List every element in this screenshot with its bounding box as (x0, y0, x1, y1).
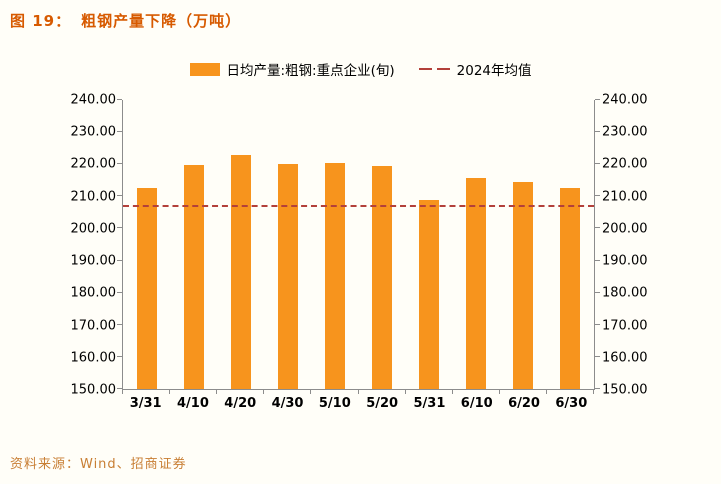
y-axis-tick (595, 195, 600, 197)
y-axis-tick (117, 259, 122, 261)
bar-4/20 (230, 154, 251, 389)
y-axis-tick-label: 160.00 (602, 350, 648, 366)
y-axis-tick-label: 170.00 (70, 318, 117, 334)
x-axis-label: 6/10 (460, 396, 493, 411)
chart-legend: 日均产量:粗钢:重点企业(旬) 2024年均值 (0, 59, 721, 79)
x-axis-label: 6/20 (508, 396, 540, 411)
y-axis-tick (595, 355, 600, 357)
x-axis-label: 4/10 (177, 396, 209, 411)
y-axis-tick (117, 195, 122, 197)
y-axis-tick-label: 240.00 (602, 92, 648, 108)
y-axis-tick (117, 323, 122, 325)
bars-layer (123, 100, 594, 389)
x-axis-label: 6/30 (555, 396, 588, 411)
x-axis-tick (404, 390, 406, 394)
y-axis-tick (595, 388, 600, 389)
y-axis-tick (117, 388, 122, 389)
y-axis-tick-label: 210.00 (70, 189, 117, 205)
bar-slot (217, 100, 264, 389)
x-axis-tick (122, 390, 123, 394)
x-axis-tick (545, 390, 547, 394)
y-axis-tick-label: 220.00 (70, 156, 117, 172)
figure-title-text: 粗钢产量下降（万吨） (81, 12, 242, 30)
y-axis-tick-label: 200.00 (602, 221, 648, 237)
y-axis-tick (117, 227, 122, 229)
x-axis-tick (310, 390, 312, 394)
y-axis-tick-label: 150.00 (70, 382, 117, 398)
y-axis-tick (117, 291, 122, 293)
x-axis-label: 5/31 (413, 396, 446, 411)
y-axis-tick-label: 180.00 (602, 285, 648, 301)
x-axis-tick (451, 390, 453, 394)
y-axis-tick-label: 160.00 (70, 350, 117, 366)
x-axis-label: 5/10 (318, 396, 351, 411)
y-axis-tick-label: 220.00 (602, 156, 648, 172)
bar-slot (358, 100, 405, 389)
y-axis-tick-label: 190.00 (70, 253, 117, 269)
plot-area (117, 99, 600, 394)
y-axis-tick (595, 227, 600, 229)
legend-item-average-line: 2024年均值 (418, 59, 532, 79)
y-axis-tick (117, 355, 122, 357)
bar-slot (123, 100, 170, 389)
bar-slot (311, 100, 358, 389)
y-axis-tick-label: 190.00 (602, 253, 648, 269)
legend-bar-label: 日均产量:粗钢:重点企业(旬) (226, 63, 395, 79)
y-axis-tick-label: 230.00 (70, 124, 117, 140)
y-axis-tick (595, 259, 600, 261)
bar-6/30 (560, 187, 581, 389)
y-axis-tick (595, 163, 600, 165)
bar-slot (453, 100, 500, 389)
x-axis-tick (216, 390, 218, 394)
x-axis-tick (498, 390, 500, 394)
x-axis-label: 4/30 (271, 396, 304, 411)
legend-line-label: 2024年均值 (456, 63, 532, 79)
x-axis-label: 4/20 (224, 396, 257, 411)
y-axis-left: 150.00 160.00 170.00 180.00 190.00 200.00 210.… (58, 94, 117, 397)
y-axis-tick-label: 200.00 (70, 221, 117, 237)
y-axis-tick-label: 210.00 (602, 189, 648, 205)
x-axis-tick (263, 390, 265, 394)
x-axis-labels: 3/31 4/10 4/20 4/30 5/10 5/20 5/31 6/10 6/20 6/30 (122, 396, 595, 411)
y-axis-tick (595, 291, 600, 293)
average-line (123, 204, 594, 207)
x-axis-label: 5/20 (366, 396, 399, 411)
y-axis-tick-label: 230.00 (602, 124, 648, 140)
y-axis-tick (595, 131, 600, 133)
y-axis-tick (117, 131, 122, 133)
bar-slot (264, 100, 311, 389)
chart-area (117, 99, 600, 394)
x-axis-label: 3/31 (129, 396, 162, 411)
bar-3/31 (136, 188, 157, 389)
bar-5/20 (372, 165, 393, 389)
y-axis-tick-label: 170.00 (602, 318, 648, 334)
figure-number: 图 19： (10, 12, 72, 30)
x-axis-tick (593, 390, 594, 394)
bar-6/20 (513, 181, 534, 389)
bar-slot (406, 100, 453, 389)
bar-slot (500, 100, 547, 389)
bar-series-swatch-icon (189, 62, 220, 76)
bar-6/10 (466, 178, 487, 389)
bar-slot (170, 100, 217, 389)
bar-5/31 (419, 199, 440, 389)
x-axis-tick (169, 390, 171, 394)
figure-title: 图 19： 粗钢产量下降（万吨） (10, 10, 241, 31)
bar-5/10 (324, 162, 345, 389)
y-axis-tick (595, 99, 600, 100)
dashed-line-swatch-icon (418, 67, 450, 71)
y-axis-tick (117, 163, 122, 165)
bar-slot (547, 100, 594, 389)
y-axis-right: 150.00 160.00 170.00 180.00 190.00 200.00 210.… (602, 94, 660, 397)
y-axis-tick-label: 180.00 (70, 285, 117, 301)
bar-4/30 (277, 164, 298, 389)
y-axis-tick-label: 150.00 (602, 382, 648, 398)
x-axis-tick (357, 390, 359, 394)
y-axis-tick-label: 240.00 (70, 92, 117, 108)
y-axis-tick (117, 99, 122, 100)
y-axis-tick (595, 323, 600, 325)
bar-4/10 (183, 165, 204, 389)
legend-item-bar-series: 日均产量:粗钢:重点企业(旬) (189, 59, 395, 79)
source-note: 资料来源：Wind、招商证券 (10, 457, 187, 472)
